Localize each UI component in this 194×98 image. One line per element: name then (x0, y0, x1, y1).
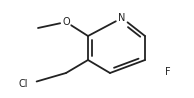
Text: N: N (118, 13, 126, 23)
Text: F: F (165, 67, 171, 77)
Text: O: O (62, 17, 70, 27)
Text: Cl: Cl (18, 79, 28, 89)
